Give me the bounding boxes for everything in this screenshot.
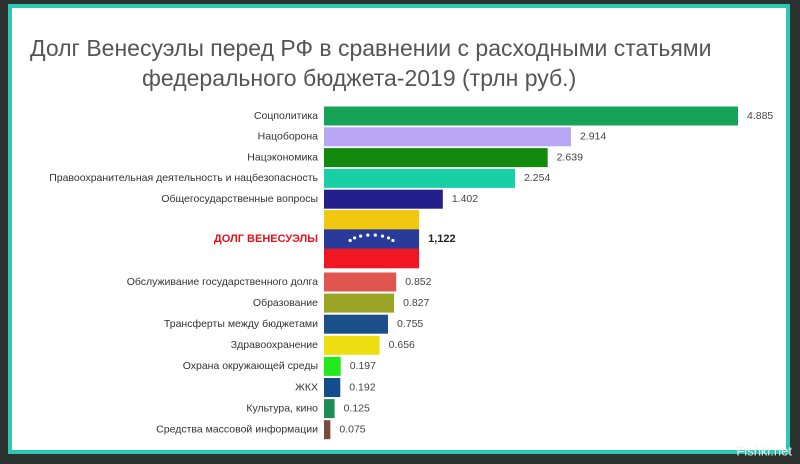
chart-title: федерального бюджета-2019 (трлн руб.) [142, 65, 576, 91]
category-label: Нацэкономика [247, 151, 318, 163]
category-label: Соцполитика [254, 110, 318, 122]
category-label: Правоохранительная деятельность и нацбез… [49, 172, 318, 184]
category-label: Общегосударственные вопросы [161, 193, 318, 205]
category-label: Охрана окружающей среды [183, 360, 318, 372]
flag-star [352, 236, 357, 240]
flag-star [380, 234, 385, 238]
bar [324, 356, 341, 376]
value-label: 1,122 [428, 233, 456, 245]
category-label: Образование [253, 297, 318, 309]
value-label: 2.254 [524, 172, 550, 184]
bar [324, 293, 395, 313]
category-label: Культура, кино [246, 402, 318, 414]
category-label: Нацоборона [258, 131, 318, 143]
watermark: Fishki.net [736, 443, 792, 458]
value-label: 0.656 [389, 339, 415, 351]
chart-title: Долг Венесуэлы перед РФ в сравнении с ра… [30, 35, 711, 61]
category-label: ЖКХ [295, 381, 318, 393]
flag-star [373, 233, 377, 237]
bar [324, 168, 516, 188]
bar [324, 210, 420, 230]
bar [324, 248, 420, 269]
category-label: Обслуживание государственного долга [127, 276, 318, 288]
bar [324, 229, 420, 249]
flag-star [391, 238, 395, 243]
value-label: 1.402 [452, 193, 478, 205]
flag-star [359, 234, 363, 238]
value-label: 0.852 [405, 276, 431, 288]
value-label: 0.755 [397, 318, 423, 330]
bar [324, 314, 388, 334]
bar [324, 189, 443, 209]
bar [324, 399, 335, 419]
category-label: ДОЛГ ВЕНЕСУЭЛЫ [214, 233, 318, 245]
bar [324, 127, 571, 147]
flag-star [386, 236, 391, 240]
flag-star [366, 233, 370, 237]
value-label: 0.125 [344, 402, 370, 414]
value-label: 0.192 [349, 381, 375, 393]
category-label: Средства массовой информации [156, 423, 318, 435]
bar [324, 378, 341, 397]
value-label: 2.639 [557, 151, 583, 163]
bar [324, 106, 738, 126]
bar [324, 148, 548, 168]
value-label: 4.885 [747, 110, 773, 122]
value-label: 2.914 [580, 131, 606, 143]
value-label: 0.827 [403, 297, 429, 309]
bar [324, 335, 380, 355]
bar [324, 420, 331, 440]
flag-star [348, 238, 352, 243]
category-label: Здравоохранение [231, 339, 318, 351]
bar [324, 272, 397, 292]
value-label: 0.075 [339, 423, 365, 435]
value-label: 0.197 [350, 360, 376, 372]
category-label: Трансферты между бюджетами [164, 318, 318, 330]
